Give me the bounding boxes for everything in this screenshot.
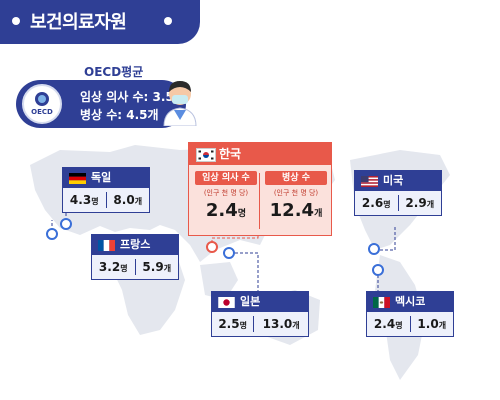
page-title: 보건의료자원 [30, 12, 127, 33]
bullet-dot-icon [164, 17, 172, 25]
oecd-logo-text: OECD [31, 108, 53, 116]
oecd-doctors-text: 임상 의사 수: 3.5명 [80, 90, 185, 104]
korea-doctors-value: 2.4명 [205, 200, 247, 221]
country-card-japan: 일본 2.5명 13.0개 [211, 291, 309, 337]
germany-beds-value: 8.0개 [113, 193, 143, 207]
japan-flag-icon [218, 297, 235, 308]
mexico-beds-value: 1.0개 [417, 317, 447, 331]
country-name-germany: 독일 [91, 171, 112, 184]
usa-beds-value: 2.9개 [405, 196, 435, 210]
country-card-mexico: 멕시코 2.4명 1.0개 [366, 291, 454, 337]
korea-flag-icon [196, 148, 216, 162]
usa-flag-icon [361, 176, 378, 187]
country-name-usa: 미국 [383, 174, 404, 187]
header-banner: 보건의료자원 [0, 0, 200, 44]
mexico-flag-icon [373, 297, 390, 308]
country-name-france: 프랑스 [120, 238, 151, 251]
bullet-dot-icon [12, 17, 20, 25]
germany-flag-icon [69, 173, 86, 184]
france-doctors-value: 3.2명 [98, 260, 128, 274]
germany-doctors-value: 4.3명 [69, 193, 99, 207]
country-name-korea: 한국 [219, 147, 242, 161]
mexico-doctors-value: 2.4명 [373, 317, 403, 331]
korea-doctors-label: 임상 의사 수 [195, 171, 257, 185]
oecd-logo: OECD [22, 84, 62, 124]
japan-beds-value: 13.0개 [262, 317, 300, 331]
oecd-beds-text: 병상 수: 4.5개 [80, 108, 159, 122]
france-flag-icon [98, 240, 115, 251]
country-name-japan: 일본 [240, 295, 261, 308]
divider [259, 173, 260, 229]
france-beds-value: 5.9개 [142, 260, 172, 274]
korea-doctors-sub: (인구 천 명 당) [203, 189, 249, 197]
korea-beds-sub: (인구 천 명 당) [273, 189, 319, 197]
korea-beds-label: 병상 수 [265, 171, 327, 185]
country-card-germany: 독일 4.3명 8.0개 [62, 167, 150, 213]
country-card-france: 프랑스 3.2명 5.9개 [91, 234, 179, 280]
location-pin-icon [46, 218, 384, 276]
doctor-icon [163, 81, 197, 126]
oecd-average-label: OECD평균 [84, 65, 144, 79]
country-card-usa: 미국 2.6명 2.9개 [354, 170, 442, 216]
country-name-mexico: 멕시코 [395, 295, 426, 308]
korea-beds-value: 12.4개 [269, 200, 323, 221]
usa-doctors-value: 2.6명 [361, 196, 391, 210]
country-card-korea: 한국 임상 의사 수 (인구 천 명 당) 2.4명 병상 수 (인구 천 명 … [188, 142, 332, 236]
japan-doctors-value: 2.5명 [218, 317, 247, 331]
